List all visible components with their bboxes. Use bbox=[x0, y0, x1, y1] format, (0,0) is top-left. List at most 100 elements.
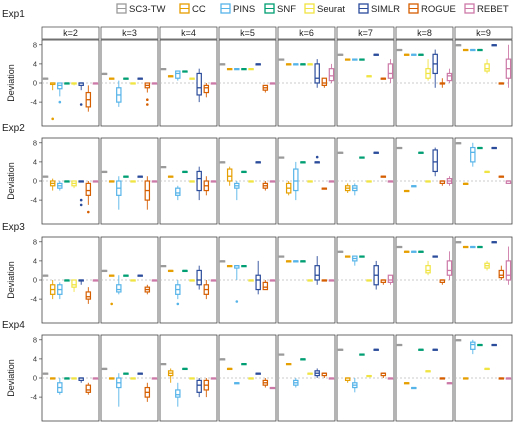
box-REBET bbox=[210, 180, 217, 183]
panel-Exp4-k=7 bbox=[336, 334, 395, 422]
y-tick-label: 8 bbox=[33, 138, 37, 147]
box-SNF bbox=[300, 63, 306, 66]
box-SIMLR bbox=[137, 175, 143, 178]
panel-Exp3-k=2 bbox=[41, 236, 100, 324]
box-CC bbox=[403, 250, 410, 253]
box-SIMLR bbox=[255, 260, 261, 295]
outlier-point bbox=[146, 103, 149, 106]
box-SC3-TW bbox=[278, 156, 285, 159]
box-SIMLR bbox=[491, 146, 497, 150]
box-Seurat bbox=[71, 279, 77, 292]
box-SNF bbox=[300, 161, 306, 164]
box-SNF bbox=[123, 175, 129, 178]
panel-Exp1-k=2 bbox=[41, 39, 100, 127]
box-SC3-TW bbox=[278, 58, 285, 61]
box-ROGUE bbox=[380, 372, 387, 378]
box-body bbox=[116, 284, 122, 293]
box-REBET bbox=[210, 377, 217, 380]
y-tick-label: 4 bbox=[33, 256, 37, 265]
box-REBET bbox=[328, 63, 335, 83]
y-tick-label: -4 bbox=[30, 196, 37, 205]
box-Seurat bbox=[307, 372, 313, 375]
box-ROGUE bbox=[262, 280, 269, 291]
box-Seurat bbox=[425, 180, 431, 183]
box-SIMLR bbox=[314, 256, 320, 285]
box-SNF bbox=[123, 77, 129, 80]
box-CC bbox=[462, 182, 469, 185]
box-ROGUE bbox=[498, 175, 505, 178]
box-CC bbox=[226, 367, 233, 371]
legend-label-6: ROGUE bbox=[421, 4, 456, 15]
box-Seurat bbox=[484, 260, 490, 271]
box-CC bbox=[403, 382, 410, 385]
box-Seurat bbox=[71, 377, 77, 380]
box-SIMLR bbox=[373, 151, 379, 154]
row-label: Exp4 bbox=[2, 320, 25, 331]
box-ROGUE bbox=[498, 265, 505, 280]
outlier-point bbox=[110, 302, 113, 306]
box-Seurat bbox=[366, 75, 372, 78]
box-body bbox=[196, 72, 202, 96]
panel-Exp2-k=7 bbox=[336, 137, 395, 225]
box-REBET bbox=[210, 279, 217, 282]
box-CC bbox=[226, 68, 233, 71]
box-ROGUE bbox=[380, 279, 387, 285]
box-PINS bbox=[411, 185, 417, 188]
box-PINS bbox=[116, 80, 122, 107]
box-Seurat bbox=[189, 377, 195, 380]
box-PINS bbox=[234, 382, 240, 385]
box-PINS bbox=[470, 142, 476, 167]
box-REBET bbox=[269, 279, 276, 282]
panel-Exp2-k=4 bbox=[159, 137, 218, 225]
box-body bbox=[175, 70, 181, 79]
box-SNF bbox=[418, 250, 424, 253]
box-body bbox=[203, 84, 210, 94]
box-SIMLR bbox=[314, 155, 320, 164]
box-body bbox=[255, 274, 261, 291]
box-SNF bbox=[182, 70, 188, 73]
box-REBET bbox=[92, 377, 99, 380]
box-body bbox=[387, 63, 394, 79]
outlier-point bbox=[58, 100, 62, 104]
box-CC bbox=[49, 377, 56, 380]
panel-Exp4-k=4 bbox=[159, 334, 218, 422]
box-CC bbox=[108, 180, 115, 183]
box-ROGUE bbox=[85, 382, 92, 395]
box-PINS bbox=[293, 161, 299, 201]
box-REBET bbox=[505, 377, 512, 380]
box-PINS bbox=[175, 382, 181, 407]
box-REBET bbox=[446, 68, 453, 83]
box-PINS bbox=[293, 260, 299, 263]
box-CC bbox=[462, 377, 469, 380]
box-SC3-TW bbox=[396, 343, 403, 347]
box-CC bbox=[167, 368, 174, 383]
box-SIMLR bbox=[137, 372, 143, 375]
box-Seurat bbox=[366, 180, 372, 183]
box-CC bbox=[285, 63, 292, 66]
box-CC bbox=[403, 189, 410, 193]
column-header-label: k=4 bbox=[181, 28, 196, 38]
box-Seurat bbox=[189, 279, 195, 282]
box-PINS bbox=[411, 250, 417, 253]
box-SC3-TW bbox=[160, 265, 167, 268]
box-body bbox=[314, 63, 320, 84]
y-tick-label: 0 bbox=[33, 276, 37, 285]
box-ROGUE bbox=[439, 279, 446, 285]
outlier-point bbox=[79, 103, 83, 106]
box-CC bbox=[167, 175, 174, 178]
box-CC bbox=[344, 377, 351, 383]
box-SC3-TW bbox=[42, 77, 49, 80]
box-ROGUE bbox=[262, 84, 269, 93]
box-body bbox=[85, 182, 92, 196]
box-REBET bbox=[328, 279, 335, 282]
box-SC3-TW bbox=[396, 146, 403, 150]
box-body bbox=[328, 68, 335, 82]
y-tick-label: -4 bbox=[30, 393, 37, 402]
legend-label-2: PINS bbox=[233, 4, 255, 15]
panel-Exp2-k=3 bbox=[100, 137, 159, 225]
box-CC bbox=[108, 377, 115, 380]
box-body bbox=[321, 77, 328, 86]
box-Seurat bbox=[425, 370, 431, 373]
box-SC3-TW bbox=[101, 269, 108, 273]
box-SNF bbox=[64, 377, 70, 380]
